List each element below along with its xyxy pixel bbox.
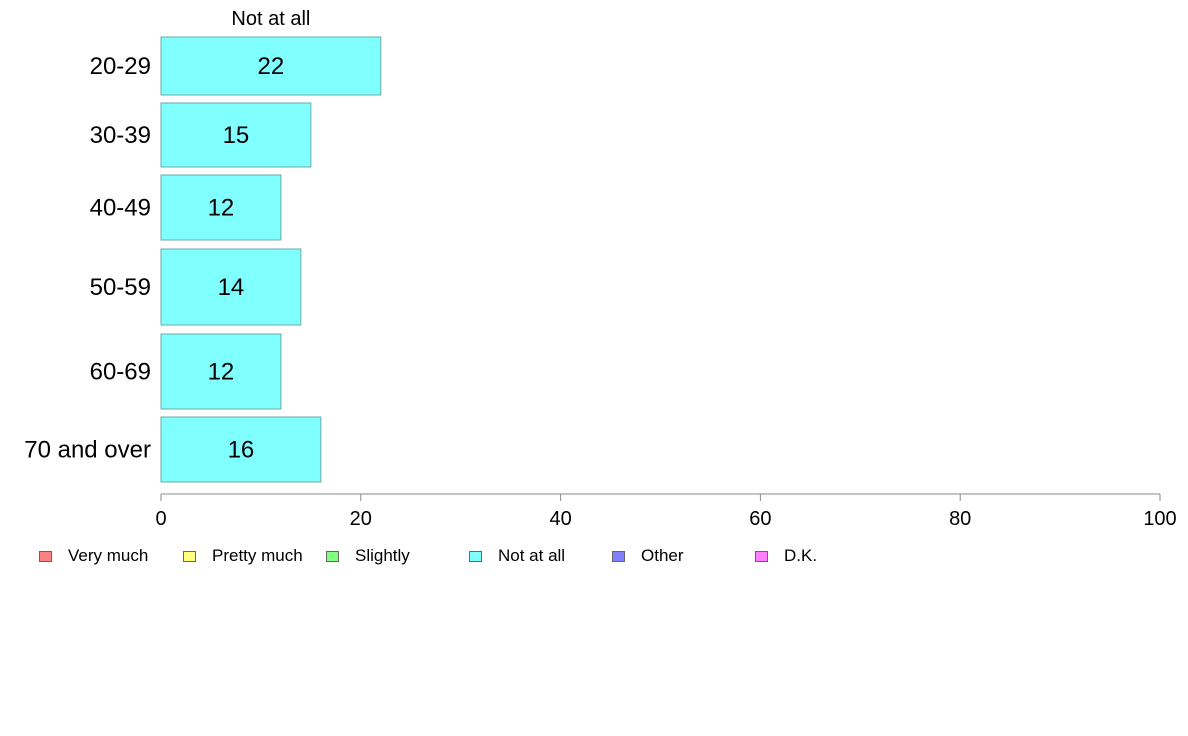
legend-swatch — [755, 550, 768, 562]
data-label: 14 — [218, 274, 245, 301]
x-tick-label: 20 — [350, 508, 372, 530]
category-label: 60-69 — [90, 359, 151, 386]
legend-item-other: Other — [612, 546, 684, 566]
bar — [160, 102, 312, 168]
category-label: 40-49 — [90, 195, 151, 222]
legend-label: Pretty much — [212, 546, 303, 565]
x-tick-label: 0 — [155, 508, 166, 530]
bar — [160, 416, 322, 483]
series-title: Not at all — [231, 8, 310, 30]
category-label: 30-39 — [90, 122, 151, 149]
legend-item-dk: D.K. — [755, 546, 817, 566]
legend: Very much Pretty much Slightly Not at al… — [0, 546, 1188, 570]
legend-swatch — [39, 550, 52, 562]
x-tick-label: 80 — [949, 508, 971, 530]
legend-label: Slightly — [355, 546, 410, 565]
data-label: 12 — [208, 195, 235, 222]
bar — [160, 174, 282, 241]
data-label: 15 — [223, 122, 250, 149]
bar — [160, 36, 382, 96]
legend-item-very-much: Very much — [39, 546, 148, 566]
data-label: 16 — [228, 437, 255, 464]
legend-swatch — [183, 550, 196, 562]
legend-item-not-at-all: Not at all — [469, 546, 565, 566]
bar — [160, 333, 282, 410]
legend-item-slightly: Slightly — [326, 546, 410, 566]
x-tick-label: 40 — [549, 508, 571, 530]
x-tick-label: 60 — [749, 508, 771, 530]
category-label: 20-29 — [90, 53, 151, 80]
legend-swatch — [469, 550, 482, 562]
legend-swatch — [612, 550, 625, 562]
bar-chart: Not at all 22 20-29 15 30-39 12 40-49 14 50-59 1… — [24, 8, 1176, 530]
legend-label: D.K. — [784, 546, 818, 565]
category-label: 50-59 — [90, 274, 151, 301]
legend-item-pretty-much: Pretty much — [183, 546, 303, 566]
data-label: 12 — [208, 359, 235, 386]
bar — [160, 248, 302, 326]
legend-label: Other — [641, 546, 684, 565]
data-label: 22 — [258, 53, 285, 80]
legend-label: Very much — [68, 546, 149, 565]
legend-label: Not at all — [498, 546, 566, 565]
x-tick-label: 100 — [1143, 508, 1176, 530]
category-label: 70 and over — [24, 437, 151, 464]
legend-swatch — [326, 550, 339, 562]
